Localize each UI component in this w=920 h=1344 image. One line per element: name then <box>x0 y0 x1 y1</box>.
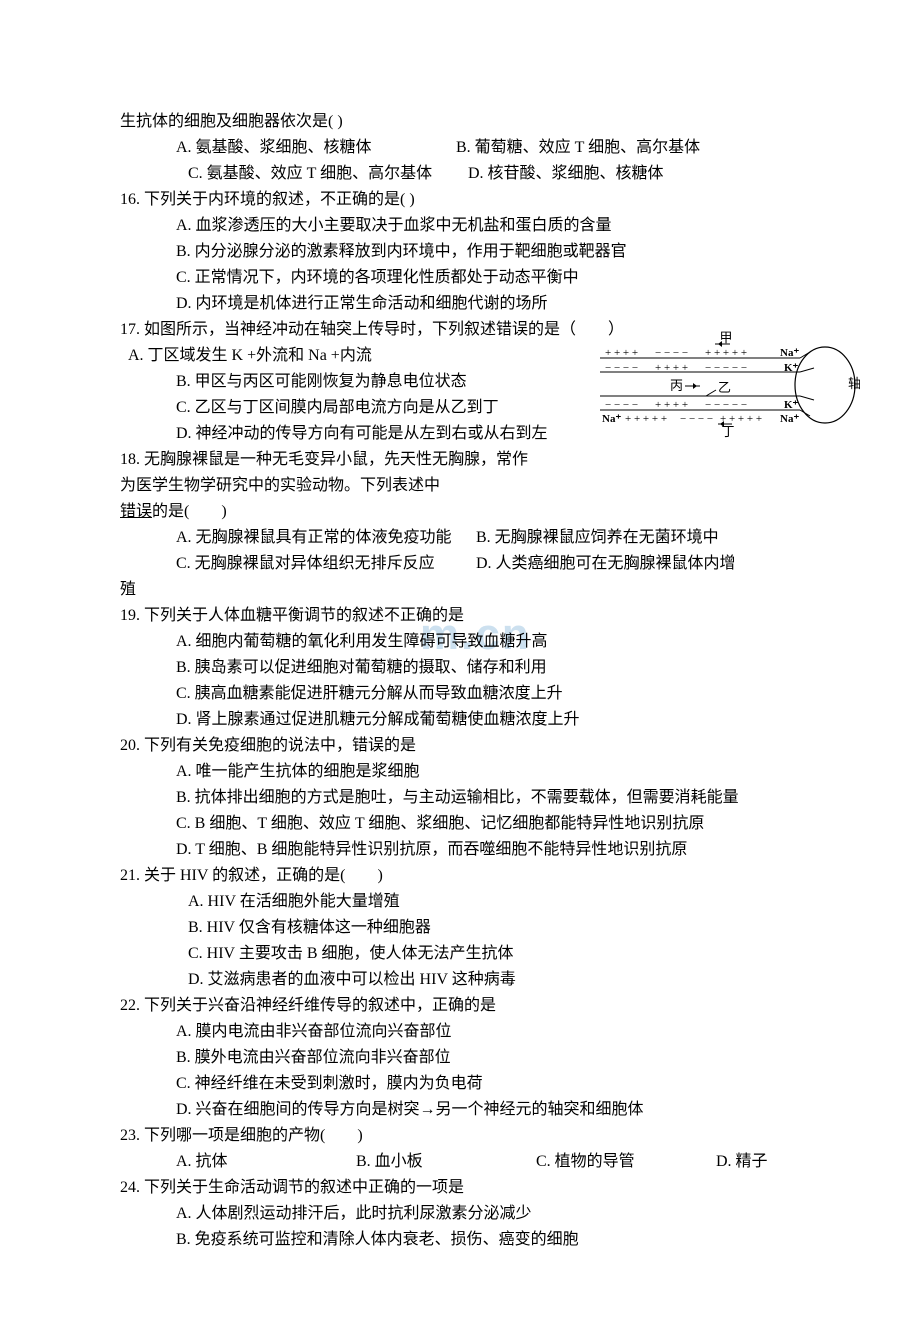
q15-row2: C. 氨基酸、效应 T 细胞、高尔基体 D. 核苷酸、浆细胞、核糖体 <box>120 162 800 186</box>
q23-optB: B. 血小板 <box>356 1150 536 1174</box>
q18-optC: C. 无胸腺裸鼠对异体组织无排斥反应 <box>176 552 476 576</box>
q24-stem: 24. 下列关于生命活动调节的叙述中正确的一项是 <box>120 1176 800 1200</box>
q18-row1: A. 无胸腺裸鼠具有正常的体液免疫功能 B. 无胸腺裸鼠应饲养在无菌环境中 <box>120 526 800 550</box>
q22-optB: B. 膜外电流由兴奋部位流向非兴奋部位 <box>120 1046 800 1070</box>
svg-text:− − − − −: − − − − − <box>705 362 747 374</box>
page-content: 生抗体的细胞及细胞器依次是( ) A. 氨基酸、浆细胞、核糖体 B. 葡萄糖、效… <box>120 110 800 1252</box>
q22-optA: A. 膜内电流由非兴奋部位流向兴奋部位 <box>120 1020 800 1044</box>
svg-text:− − − −: − − − − <box>605 399 638 411</box>
q16-optA: A. 血浆渗透压的大小主要取决于血浆中无机盐和蛋白质的含量 <box>120 214 800 238</box>
axon-diagram: 甲 轴突 + + + + − − − − + + + + + Na⁺ − − −… <box>600 330 860 440</box>
svg-text:− − − − −: − − − − − <box>705 399 747 411</box>
q19-optA: A. 细胞内葡萄糖的氧化利用发生障碍可导致血糖升高 <box>120 630 800 654</box>
q18-optA: A. 无胸腺裸鼠具有正常的体液免疫功能 <box>176 526 476 550</box>
q18-optD-tail: 殖 <box>120 578 800 602</box>
q16-optC: C. 正常情况下，内环境的各项理化性质都处于动态平衡中 <box>120 266 800 290</box>
q22-optD: D. 兴奋在细胞间的传导方向是树突→另一个神经元的轴突和细胞体 <box>120 1098 800 1122</box>
q23-optA: A. 抗体 <box>176 1150 356 1174</box>
q15-row1: A. 氨基酸、浆细胞、核糖体 B. 葡萄糖、效应 T 细胞、高尔基体 <box>120 136 800 160</box>
q24-optA: A. 人体剧烈运动排汗后，此时抗利尿激素分泌减少 <box>120 1202 800 1226</box>
q16-optB: B. 内分泌腺分泌的激素释放到内环境中，作用于靶细胞或靶器官 <box>120 240 800 264</box>
q19-stem: 19. 下列关于人体血糖平衡调节的叙述不正确的是 <box>120 604 800 628</box>
q15-optB: B. 葡萄糖、效应 T 细胞、高尔基体 <box>456 136 700 160</box>
q18-optB: B. 无胸腺裸鼠应饲养在无菌环境中 <box>476 526 719 550</box>
svg-text:+ + + +: + + + + <box>655 399 688 411</box>
q23-optC: C. 植物的导管 <box>536 1150 716 1174</box>
label-bing: 丙 <box>670 378 683 393</box>
q20-optC: C. B 细胞、T 细胞、效应 T 细胞、浆细胞、记忆细胞都能特异性地识别抗原 <box>120 812 800 836</box>
label-k2: K⁺ <box>784 399 799 411</box>
q15-optC: C. 氨基酸、效应 T 细胞、高尔基体 <box>188 162 468 186</box>
svg-text:+ + + + +: + + + + + <box>625 413 667 425</box>
label-axon: 轴突 <box>848 376 860 391</box>
q19-optB: B. 胰岛素可以促进细胞对葡萄糖的摄取、储存和利用 <box>120 656 800 680</box>
svg-text:− − − −: − − − − <box>605 362 638 374</box>
q21-stem: 21. 关于 HIV 的叙述，正确的是( ) <box>120 864 800 888</box>
svg-text:− − − −: − − − − <box>655 347 688 359</box>
q16-optD: D. 内环境是机体进行正常生命活动和细胞代谢的场所 <box>120 292 800 316</box>
q21-optB: B. HIV 仅含有核糖体这一种细胞器 <box>120 916 800 940</box>
q21-optC: C. HIV 主要攻击 B 细胞，使人体无法产生抗体 <box>120 942 800 966</box>
label-na3: Na⁺ <box>780 413 799 425</box>
q20-optB: B. 抗体排出细胞的方式是胞吐，与主动运输相比，不需要载体，但需要消耗能量 <box>120 786 800 810</box>
svg-text:+ + + +: + + + + <box>605 347 638 359</box>
q18-underline: 错误 <box>120 503 152 520</box>
q15-stem-tail: 生抗体的细胞及细胞器依次是( ) <box>120 110 800 134</box>
svg-text:+ + + + +: + + + + + <box>705 347 747 359</box>
q20-stem: 20. 下列有关免疫细胞的说法中，错误的是 <box>120 734 800 758</box>
q15-optD: D. 核苷酸、浆细胞、核糖体 <box>468 162 664 186</box>
svg-text:+ + + +: + + + + <box>655 362 688 374</box>
q21-optD: D. 艾滋病患者的血液中可以检出 HIV 这种病毒 <box>120 968 800 992</box>
q18-optD: D. 人类癌细胞可在无胸腺裸鼠体内增 <box>476 552 736 576</box>
label-yi: 乙 <box>718 380 731 395</box>
q23-stem: 23. 下列哪一项是细胞的产物( ) <box>120 1124 800 1148</box>
q22-stem: 22. 下列关于兴奋沿神经纤维传导的叙述中，正确的是 <box>120 994 800 1018</box>
q23-row: A. 抗体 B. 血小板 C. 植物的导管 D. 精子 <box>120 1150 800 1174</box>
svg-text:− − − −: − − − − <box>680 413 713 425</box>
q18-stem2: 为医学生物学研究中的实验动物。下列表述中 <box>120 474 800 498</box>
q20-optA: A. 唯一能产生抗体的细胞是浆细胞 <box>120 760 800 784</box>
q16-stem: 16. 下列关于内环境的叙述，不正确的是( ) <box>120 188 800 212</box>
q20-optD: D. T 细胞、B 细胞能特异性识别抗原，而吞噬细胞不能特异性地识别抗原 <box>120 838 800 862</box>
q15-optA: A. 氨基酸、浆细胞、核糖体 <box>176 136 456 160</box>
label-na2: Na⁺ <box>602 413 621 425</box>
q18-stem1: 18. 无胸腺裸鼠是一种无毛变异小鼠，先天性无胸腺，常作 <box>120 448 800 472</box>
q18-stem3: 错误的是( ) <box>120 500 800 524</box>
q24-optB: B. 免疫系统可监控和清除人体内衰老、损伤、癌变的细胞 <box>120 1228 800 1252</box>
q19-optC: C. 胰高血糖素能促进肝糖元分解从而导致血糖浓度上升 <box>120 682 800 706</box>
q22-optC: C. 神经纤维在未受到刺激时，膜内为负电荷 <box>120 1072 800 1096</box>
q18-row2: C. 无胸腺裸鼠对异体组织无排斥反应 D. 人类癌细胞可在无胸腺裸鼠体内增 <box>120 552 800 576</box>
q18-stem3-tail: 的是( ) <box>152 503 227 520</box>
q19-optD: D. 肾上腺素通过促进肌糖元分解成葡萄糖使血糖浓度上升 <box>120 708 800 732</box>
q21-optA: A. HIV 在活细胞外能大量增殖 <box>120 890 800 914</box>
label-k1: K⁺ <box>784 362 799 374</box>
q23-optD: D. 精子 <box>716 1150 768 1174</box>
label-na: Na⁺ <box>780 347 799 359</box>
